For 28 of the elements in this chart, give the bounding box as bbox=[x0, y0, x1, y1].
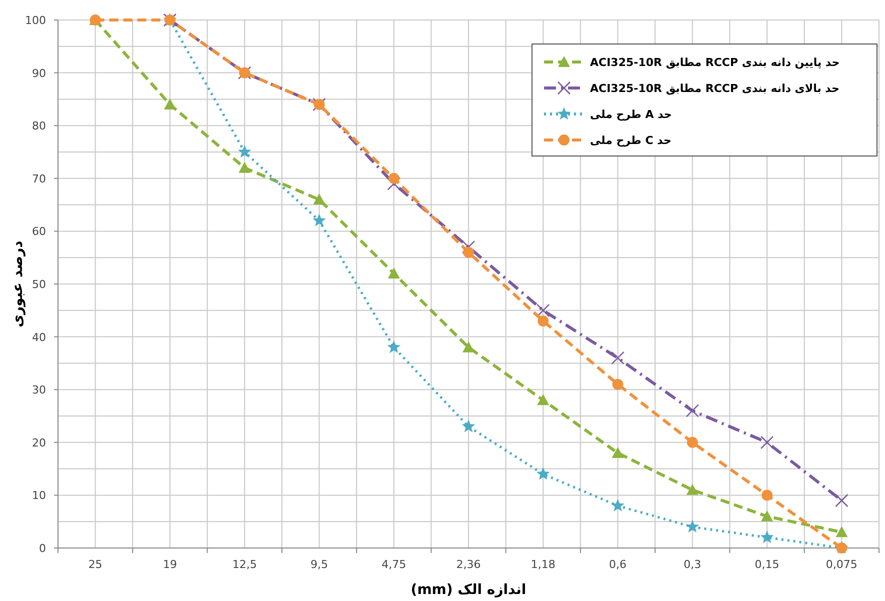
y-tick-label: 60 bbox=[32, 225, 46, 238]
y-tick-label: 90 bbox=[32, 66, 46, 80]
x-tick-label: 0,6 bbox=[609, 558, 627, 571]
legend-label: حد بالای دانه بندی RCCP مطابق ACI325-10R bbox=[590, 82, 840, 95]
x-tick-label: 12,5 bbox=[232, 558, 257, 571]
x-tick-label: 0,15 bbox=[754, 558, 780, 571]
x-tick-label: 1,18 bbox=[530, 558, 556, 571]
y-tick-label: 80 bbox=[32, 120, 46, 133]
y-tick-label: 30 bbox=[32, 384, 46, 397]
x-tick-label: 19 bbox=[162, 558, 177, 571]
x-tick-label: 2,36 bbox=[456, 558, 481, 571]
y-axis-title: درصد عبوری bbox=[10, 240, 26, 328]
legend-label: حد پایین دانه بندی RCCP مطابق ACI325-10R bbox=[590, 56, 840, 69]
y-tick-label: 40 bbox=[32, 330, 46, 344]
x-tick-label: 0,3 bbox=[684, 558, 702, 571]
y-tick-label: 50 bbox=[32, 278, 46, 291]
x-tick-label: 9,5 bbox=[310, 558, 328, 571]
y-tick-label: 70 bbox=[32, 172, 46, 186]
y-tick-label: 10 bbox=[32, 489, 46, 502]
legend-label: حد C طرح ملی bbox=[590, 134, 672, 147]
legend-label: حد A طرح ملی bbox=[590, 108, 672, 121]
y-tick-label: 100 bbox=[25, 14, 46, 27]
y-tick-label: 0 bbox=[39, 542, 46, 555]
x-tick-label: 25 bbox=[88, 558, 102, 571]
x-tick-label: 4,75 bbox=[382, 558, 406, 571]
x-tick-label: 0,075 bbox=[826, 558, 858, 571]
y-tick-label: 20 bbox=[32, 436, 46, 450]
x-axis-title: اندازه الک (mm) bbox=[410, 582, 526, 598]
